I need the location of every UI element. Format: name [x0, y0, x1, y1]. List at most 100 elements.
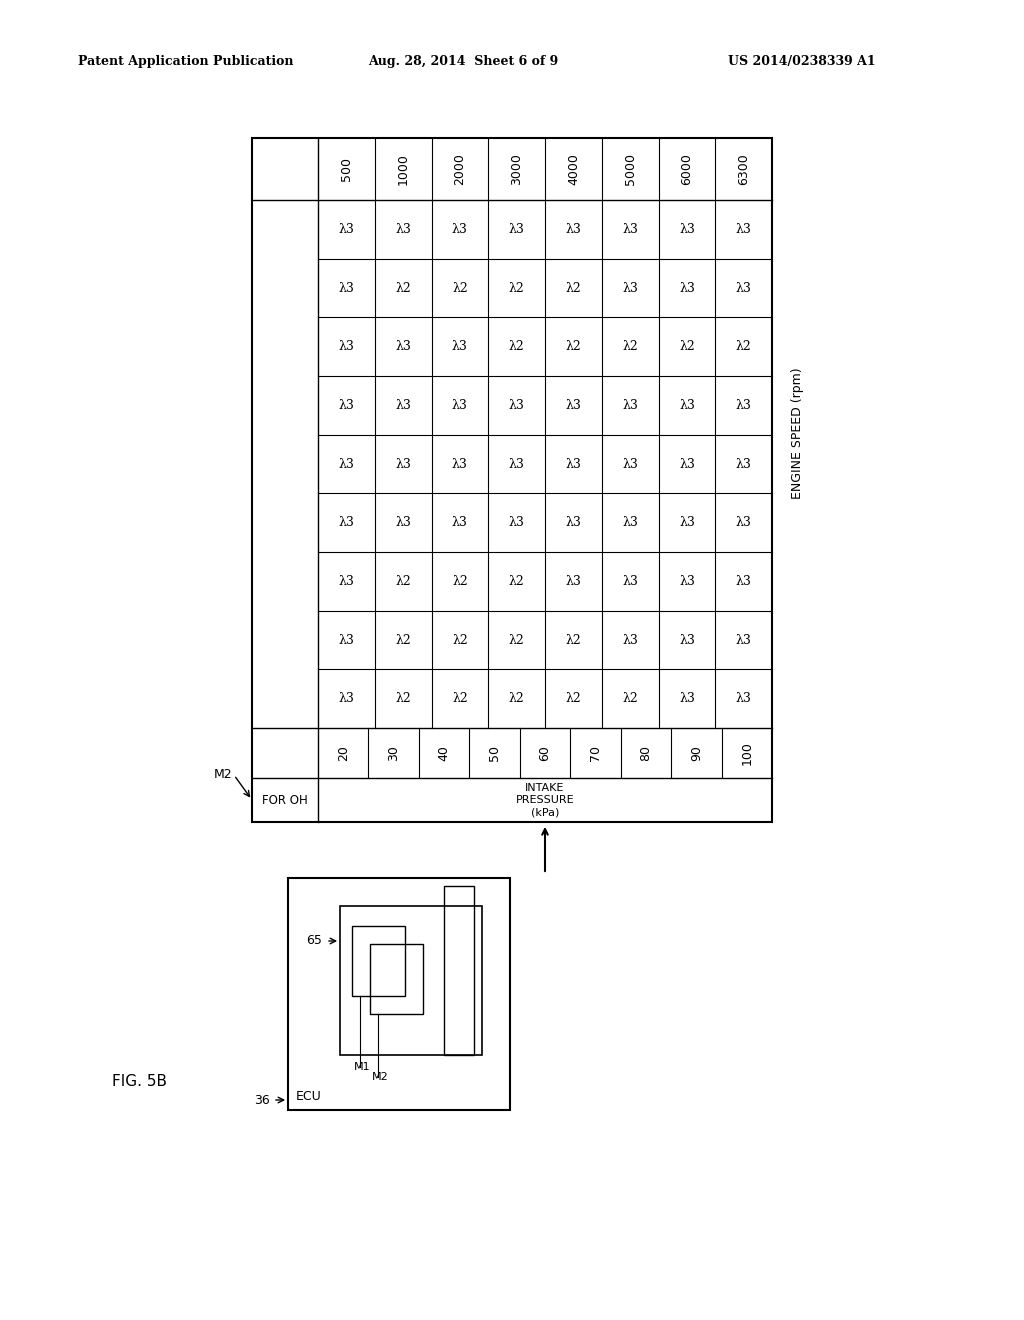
Text: 1000: 1000	[396, 153, 410, 185]
Text: λ3: λ3	[735, 458, 752, 470]
Text: λ3: λ3	[623, 574, 638, 587]
Text: λ3: λ3	[339, 692, 354, 705]
Text: US 2014/0238339 A1: US 2014/0238339 A1	[728, 55, 876, 69]
Text: λ3: λ3	[735, 516, 752, 529]
Text: λ3: λ3	[339, 458, 354, 470]
Text: 3000: 3000	[510, 153, 523, 185]
Text: λ3: λ3	[735, 223, 752, 236]
Text: λ3: λ3	[509, 399, 524, 412]
Text: M2: M2	[213, 768, 232, 781]
Text: λ3: λ3	[339, 341, 354, 354]
Text: λ2: λ2	[736, 341, 752, 354]
Text: λ3: λ3	[679, 634, 695, 647]
Text: λ2: λ2	[395, 634, 411, 647]
Text: λ3: λ3	[623, 458, 638, 470]
Text: λ3: λ3	[565, 399, 582, 412]
Text: λ3: λ3	[679, 223, 695, 236]
Text: λ3: λ3	[339, 574, 354, 587]
Text: λ3: λ3	[623, 223, 638, 236]
Text: λ3: λ3	[395, 399, 411, 412]
Text: 6300: 6300	[737, 153, 751, 185]
Text: λ3: λ3	[395, 458, 411, 470]
Text: Patent Application Publication: Patent Application Publication	[78, 55, 294, 69]
Text: λ3: λ3	[565, 516, 582, 529]
Text: λ3: λ3	[679, 281, 695, 294]
Text: 6000: 6000	[680, 153, 693, 185]
Text: 36: 36	[254, 1093, 270, 1106]
Text: 30: 30	[387, 744, 400, 760]
Text: λ3: λ3	[679, 458, 695, 470]
Text: λ3: λ3	[565, 458, 582, 470]
Text: FIG. 5B: FIG. 5B	[112, 1074, 167, 1089]
Text: λ2: λ2	[565, 692, 582, 705]
Text: 100: 100	[740, 741, 754, 764]
Text: λ3: λ3	[735, 692, 752, 705]
Text: λ3: λ3	[452, 223, 468, 236]
Text: λ2: λ2	[395, 281, 411, 294]
Text: λ2: λ2	[395, 692, 411, 705]
Text: 4000: 4000	[567, 153, 580, 185]
Text: ECU: ECU	[296, 1089, 322, 1102]
Text: λ3: λ3	[565, 223, 582, 236]
Text: 50: 50	[488, 744, 501, 762]
Text: 65: 65	[306, 935, 322, 948]
Text: λ2: λ2	[509, 341, 524, 354]
Text: 5000: 5000	[624, 153, 637, 185]
Text: λ3: λ3	[452, 341, 468, 354]
Text: 40: 40	[437, 744, 451, 760]
Text: λ3: λ3	[509, 458, 524, 470]
Text: λ3: λ3	[339, 516, 354, 529]
Text: λ3: λ3	[452, 458, 468, 470]
Text: 20: 20	[337, 744, 350, 760]
Text: λ2: λ2	[452, 692, 468, 705]
Text: M2: M2	[372, 1072, 389, 1082]
Text: 500: 500	[340, 157, 353, 181]
Text: λ2: λ2	[623, 692, 638, 705]
Text: λ3: λ3	[679, 399, 695, 412]
Text: λ3: λ3	[623, 399, 638, 412]
Text: λ3: λ3	[339, 634, 354, 647]
Text: λ2: λ2	[509, 634, 524, 647]
Text: 2000: 2000	[454, 153, 466, 185]
Text: λ3: λ3	[452, 516, 468, 529]
Text: 80: 80	[639, 744, 652, 762]
Bar	[444, 886, 474, 1055]
Bar	[340, 906, 482, 1055]
Text: 90: 90	[690, 744, 702, 760]
Text: λ3: λ3	[395, 516, 411, 529]
Text: 70: 70	[589, 744, 602, 762]
Text: λ2: λ2	[509, 692, 524, 705]
Text: λ2: λ2	[623, 341, 638, 354]
Text: λ3: λ3	[735, 634, 752, 647]
Bar	[252, 139, 772, 822]
Text: λ3: λ3	[735, 574, 752, 587]
Text: λ3: λ3	[452, 399, 468, 412]
Text: λ3: λ3	[509, 223, 524, 236]
Text: λ2: λ2	[452, 281, 468, 294]
Bar	[370, 944, 423, 1014]
Text: ENGINE SPEED (rpm): ENGINE SPEED (rpm)	[791, 367, 804, 499]
Text: λ2: λ2	[452, 574, 468, 587]
Text: λ3: λ3	[735, 399, 752, 412]
Text: Aug. 28, 2014  Sheet 6 of 9: Aug. 28, 2014 Sheet 6 of 9	[368, 55, 558, 69]
Text: λ2: λ2	[509, 281, 524, 294]
Bar	[288, 878, 510, 1110]
Text: λ2: λ2	[509, 574, 524, 587]
Text: λ3: λ3	[679, 516, 695, 529]
Text: M1: M1	[354, 1063, 371, 1072]
Text: λ2: λ2	[679, 341, 694, 354]
Text: λ2: λ2	[452, 634, 468, 647]
Text: λ2: λ2	[565, 341, 582, 354]
Text: λ3: λ3	[339, 399, 354, 412]
Text: λ2: λ2	[395, 574, 411, 587]
Text: λ3: λ3	[623, 281, 638, 294]
Text: 60: 60	[539, 744, 552, 760]
Text: λ3: λ3	[339, 223, 354, 236]
Text: λ3: λ3	[679, 692, 695, 705]
Text: λ3: λ3	[623, 516, 638, 529]
Text: λ3: λ3	[395, 223, 411, 236]
Text: λ3: λ3	[735, 281, 752, 294]
Text: λ2: λ2	[565, 281, 582, 294]
Text: λ3: λ3	[339, 281, 354, 294]
Text: λ3: λ3	[623, 634, 638, 647]
